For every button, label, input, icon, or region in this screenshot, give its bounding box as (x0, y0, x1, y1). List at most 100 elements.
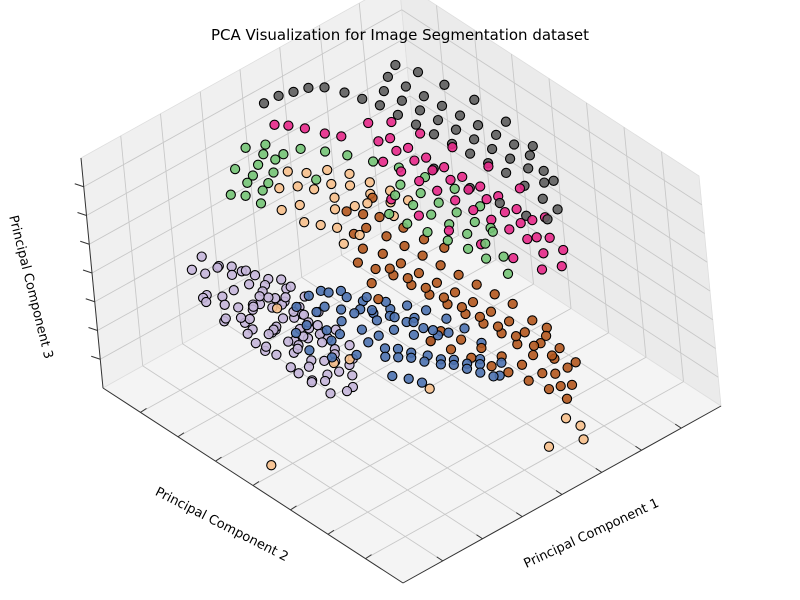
scatter-point-series-1 (408, 329, 420, 341)
scatter-point-series-4 (389, 190, 401, 201)
scatter-point-series-6 (390, 59, 401, 71)
scatter-point-series-4 (469, 216, 480, 228)
scatter-point-series-2 (438, 292, 450, 303)
scatter-point-series-5 (299, 123, 311, 134)
scatter-point-series-2 (402, 273, 413, 284)
scatter-point-series-3 (308, 184, 320, 195)
scatter-point-series-4 (240, 142, 251, 153)
scatter-point-series-6 (454, 110, 466, 121)
z-tick (82, 269, 93, 274)
scatter-point-series-0 (235, 312, 247, 323)
scatter-point-series-1 (351, 349, 362, 361)
scatter-point-series-4 (449, 183, 460, 194)
scatter-point-series-5 (413, 210, 425, 221)
scatter-point-series-5 (508, 252, 519, 264)
scatter-point-series-3 (578, 434, 589, 445)
scatter-point-series-1 (475, 367, 486, 378)
scatter-point-series-1 (419, 356, 430, 367)
scatter-point-series-2 (413, 267, 425, 279)
scatter-point-series-2 (562, 362, 573, 373)
scatter-point-series-1 (361, 291, 372, 303)
scatter-point-series-6 (400, 81, 412, 92)
scatter-point-series-0 (260, 341, 272, 352)
scatter-point-series-2 (449, 287, 461, 298)
scatter-point-series-0 (319, 375, 331, 387)
scatter-point-series-2 (489, 289, 500, 300)
scatter-point-series-1 (418, 322, 429, 334)
scatter-point-series-5 (481, 194, 492, 205)
scatter-point-series-2 (507, 298, 518, 310)
scatter-point-series-5 (420, 152, 432, 163)
scatter-point-series-6 (339, 87, 350, 98)
scatter-point-series-4 (258, 149, 269, 160)
scatter-point-series-2 (546, 350, 558, 361)
scatter-point-series-1 (443, 327, 454, 338)
scatter-point-series-1 (349, 308, 360, 319)
scatter-point-series-2 (341, 206, 352, 217)
scatter-point-series-5 (515, 217, 526, 229)
scatter-point-series-4 (498, 251, 509, 262)
scatter-point-series-5 (511, 203, 522, 215)
grid-line (327, 356, 647, 535)
scatter-point-series-3 (424, 383, 435, 394)
scatter-point-series-6 (432, 114, 444, 126)
scatter-point-series-5 (468, 204, 479, 216)
grid-line (407, 66, 708, 263)
scatter-point-series-1 (336, 316, 347, 327)
scatter-point-series-4 (342, 150, 353, 161)
scatter-point-series-1 (496, 357, 507, 368)
scatter-point-series-5 (432, 185, 443, 196)
scatter-point-series-0 (303, 361, 315, 372)
scatter-point-series-6 (539, 177, 550, 188)
scatter-point-series-1 (326, 335, 337, 346)
y-tick (327, 529, 335, 535)
scatter-point-series-3 (322, 164, 333, 176)
scatter-point-series-4 (295, 143, 306, 155)
scatter-point-series-5 (531, 232, 542, 243)
y-tick (140, 407, 147, 413)
scatter-point-series-6 (410, 119, 422, 130)
scatter-point-series-1 (335, 304, 347, 315)
scatter-point-series-3 (329, 192, 340, 203)
scatter-point-series-2 (570, 357, 581, 368)
scatter-point-series-2 (431, 277, 443, 288)
x-tick (595, 467, 603, 473)
scatter-point-series-5 (269, 119, 280, 130)
scatter-point-series-6 (258, 98, 270, 109)
axes-ticks (74, 157, 722, 584)
z-tick (85, 298, 95, 303)
scatter-point-series-2 (373, 293, 384, 305)
scatter-point-series-0 (220, 313, 231, 324)
x-axis-label: Principal Component 1 (522, 496, 662, 572)
scatter-point-series-2 (352, 257, 364, 268)
x-tick (436, 556, 444, 562)
scatter-point-series-4 (451, 207, 462, 218)
grid-line (89, 66, 408, 245)
scatter-point-series-2 (543, 383, 555, 395)
scatter-point-series-5 (445, 174, 456, 186)
scatter-point-series-0 (217, 291, 228, 302)
scatter-point-series-1 (371, 315, 383, 326)
scatter-point-series-0 (347, 370, 358, 381)
scatter-point-series-1 (291, 301, 302, 313)
scatter-point-series-5 (558, 244, 569, 256)
scatter-point-series-6 (392, 109, 404, 121)
scatter-point-series-0 (212, 262, 223, 273)
scatter-point-series-1 (326, 352, 338, 363)
z-tick (91, 355, 101, 360)
scatter-point-series-2 (384, 263, 395, 274)
scatter-point-series-6 (524, 150, 536, 161)
scatter-point-series-2 (476, 342, 487, 354)
scatter-point-series-1 (406, 352, 417, 363)
x-tick (515, 512, 523, 518)
scatter-point-series-2 (435, 260, 446, 271)
scatter-point-series-1 (311, 306, 322, 318)
scatter-point-series-2 (550, 368, 561, 379)
scatter-point-series-0 (306, 377, 317, 388)
scatter-point-series-6 (500, 167, 512, 179)
scatter-point-series-6 (288, 86, 299, 98)
scatter-point-series-1 (290, 327, 302, 339)
z-tick (80, 240, 90, 245)
scatter-point-series-5 (527, 214, 538, 226)
